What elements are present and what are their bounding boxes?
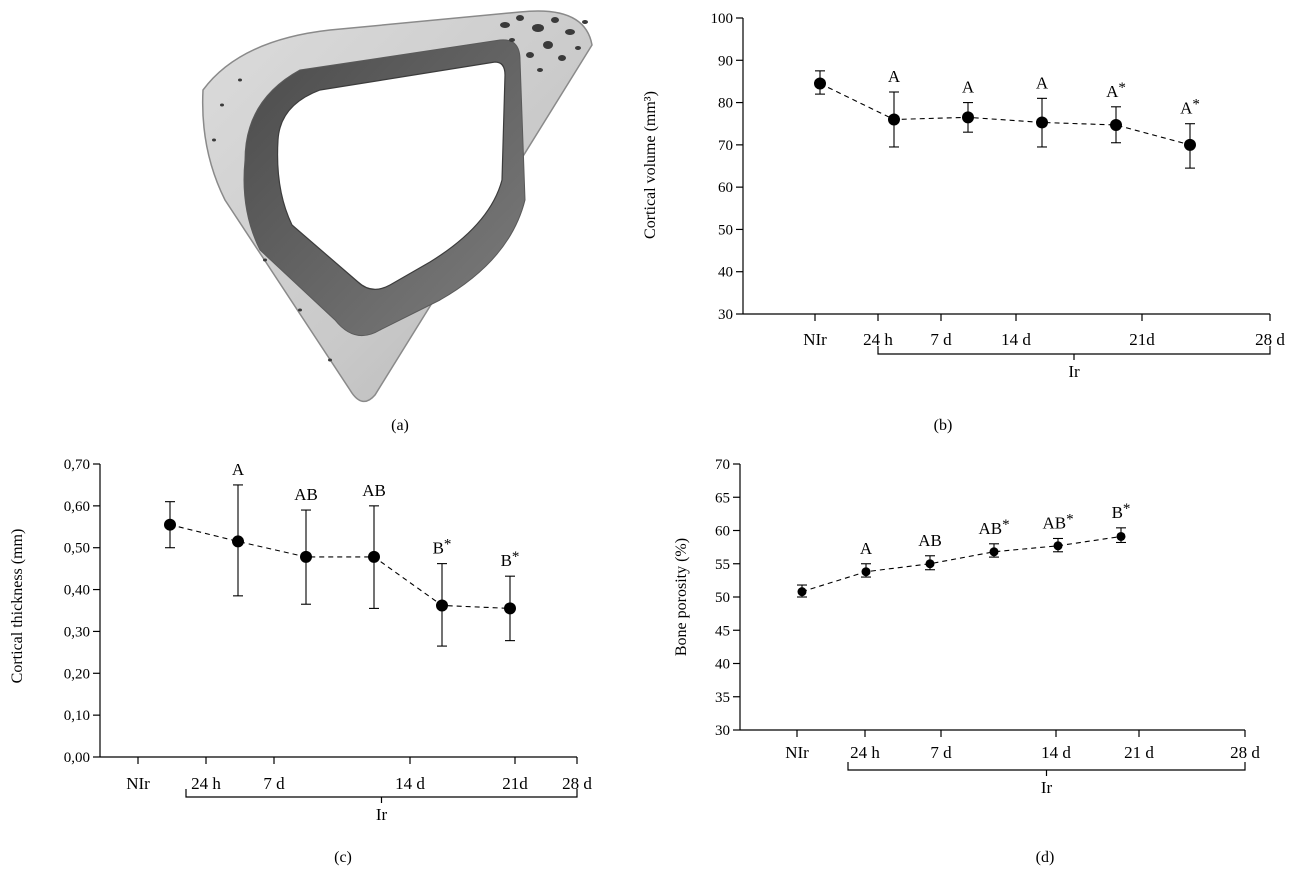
panel-b-label: (b)	[934, 417, 953, 434]
y-tick-label: 0,20	[64, 666, 90, 682]
y-tick-label: 0,50	[64, 541, 90, 557]
y-tick-label: 45	[715, 623, 730, 639]
panel-b-chart: Cortical volume (mm³) (b) 30 40 50 60 70 80 90…	[642, 11, 1285, 434]
panel-a-label: (a)	[391, 417, 409, 434]
data-point	[504, 602, 516, 615]
significance-label: B*	[501, 549, 520, 570]
data-point	[164, 518, 176, 531]
x-tick-label: 14 d	[395, 774, 425, 793]
y-tick-label: 65	[715, 490, 730, 506]
x-tick-label: 24 h	[863, 330, 893, 349]
significance-label: AB	[918, 531, 942, 550]
group-label: Ir	[1041, 778, 1053, 797]
x-tick-label: 28 d	[562, 774, 592, 793]
significance-label: A	[888, 67, 901, 86]
panel-b-ylabel: Cortical volume (mm³)	[642, 91, 659, 239]
y-tick-label: 80	[718, 96, 733, 112]
data-point	[888, 113, 900, 126]
y-tick-label: 30	[715, 723, 730, 739]
panel-a-image: (a)	[201, 10, 593, 434]
data-point	[1053, 541, 1063, 551]
y-tick-label: 70	[715, 457, 730, 473]
x-tick-label: 28 d	[1230, 743, 1260, 762]
y-tick-label: 30	[718, 307, 733, 323]
y-tick-label: 0,60	[64, 499, 90, 515]
y-tick-label: 35	[715, 690, 730, 706]
panel-c-ylabel: Cortical thickness (mm)	[9, 529, 26, 684]
y-tick-label: 0,10	[64, 708, 90, 724]
panel-d-plot: 30 35 40 45 50 55 60 65 70 NIr 24 h 7 d 14 d 21 d 28 d…	[715, 457, 1260, 797]
data-point	[232, 535, 244, 548]
x-tick-label: 7 d	[263, 774, 285, 793]
y-tick-label: 0,30	[64, 624, 90, 640]
significance-label: A*	[1106, 80, 1126, 101]
significance-label: B*	[1112, 501, 1131, 522]
x-tick-label: 28 d	[1255, 330, 1285, 349]
y-tick-label: 0,00	[64, 750, 90, 766]
significance-label: A	[860, 539, 873, 558]
data-point	[1110, 118, 1122, 131]
panel-d-label: (d)	[1036, 849, 1055, 866]
x-tick-label: NIr	[785, 743, 809, 762]
y-tick-label: 60	[715, 524, 730, 540]
y-tick-label: 60	[718, 180, 733, 196]
data-point	[436, 599, 448, 612]
x-tick-label: NIr	[803, 330, 827, 349]
significance-label: B*	[433, 537, 452, 558]
x-tick-label: 24 h	[850, 743, 880, 762]
x-tick-label: 14 d	[1001, 330, 1031, 349]
panel-b-plot: 30 40 50 60 70 80 90 100 NIr 24 h 7 d 14 d 21d 28 d Ir…	[711, 11, 1286, 381]
panel-d-ylabel: Bone porosity (%)	[673, 538, 690, 656]
panel-c-label: (c)	[334, 849, 352, 866]
data-point	[368, 550, 380, 563]
data-point	[1184, 138, 1196, 151]
series-line	[801, 535, 1122, 593]
data-point	[1036, 116, 1048, 129]
data-point	[861, 567, 871, 577]
data-point	[925, 559, 935, 569]
y-tick-label: 90	[718, 53, 733, 69]
x-tick-label: 21 d	[1124, 743, 1154, 762]
group-label: Ir	[376, 805, 388, 824]
x-tick-label: 21d	[1129, 330, 1155, 349]
y-tick-label: 70	[718, 138, 733, 154]
data-point	[797, 587, 807, 597]
x-tick-label: NIr	[126, 774, 150, 793]
y-tick-label: 55	[715, 557, 730, 573]
panel-d-chart: Bone porosity (%) (d) 30 35 40 45 50 55 60 65 70…	[673, 457, 1260, 866]
significance-label: AB	[294, 485, 318, 504]
data-point	[989, 547, 999, 557]
series-line	[169, 524, 511, 609]
x-tick-label: 7 d	[930, 743, 952, 762]
series-line	[819, 83, 1191, 146]
significance-label: AB*	[978, 517, 1009, 538]
y-tick-label: 50	[715, 590, 730, 606]
data-point	[300, 550, 312, 563]
x-tick-label: 14 d	[1041, 743, 1071, 762]
data-point	[962, 111, 974, 124]
significance-label: A	[962, 78, 975, 97]
significance-label: AB	[362, 481, 386, 500]
x-tick-label: 21d	[502, 774, 528, 793]
data-point	[1116, 531, 1126, 541]
panel-c-chart: Cortical thickness (mm) (c) 0,00 0,10 0,20…	[9, 457, 592, 866]
significance-label: A	[1036, 73, 1049, 92]
data-point	[814, 77, 826, 90]
group-bracket	[847, 762, 1246, 771]
y-tick-label: 100	[711, 11, 734, 27]
y-tick-label: 0,70	[64, 457, 90, 473]
y-tick-label: 50	[718, 222, 733, 238]
group-label: Ir	[1068, 362, 1080, 381]
panel-c-plot: 0,00 0,10 0,20 0,30 0,40 0,50 0,60 0,70 NIr 24 h 7…	[64, 457, 593, 824]
bone-cross-section-micro-ct-icon	[201, 10, 593, 403]
y-tick-label: 40	[718, 265, 733, 281]
significance-label: A*	[1180, 97, 1200, 118]
y-tick-label: 40	[715, 657, 730, 673]
x-tick-label: 24 h	[191, 774, 221, 793]
significance-label: A	[232, 460, 245, 479]
significance-label: AB*	[1042, 511, 1073, 532]
y-tick-label: 0,40	[64, 583, 90, 599]
x-tick-label: 7 d	[930, 330, 952, 349]
